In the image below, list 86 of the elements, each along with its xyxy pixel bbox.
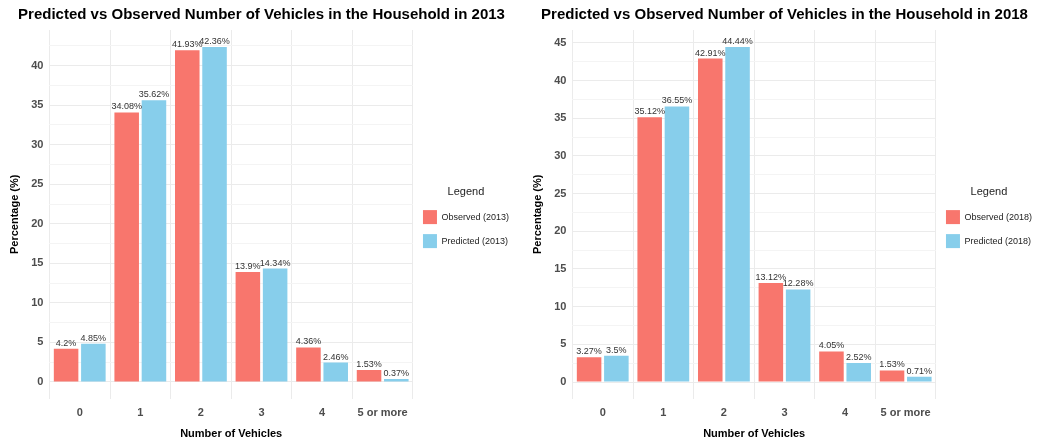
bar bbox=[907, 376, 932, 382]
data-label: 44.44% bbox=[722, 36, 753, 47]
data-label: 34.08% bbox=[111, 101, 142, 112]
data-label: 42.91% bbox=[695, 47, 726, 58]
x-tick-label: 3 bbox=[258, 406, 265, 419]
chart-title: Predicted vs Observed Number of Vehicles in the Household in 2018 bbox=[541, 5, 1028, 23]
x-tick-label: 5 or more bbox=[880, 406, 931, 419]
x-tick-label: 0 bbox=[599, 406, 606, 419]
y-tick-label: 40 bbox=[554, 73, 567, 86]
data-label: 1.53% bbox=[879, 359, 905, 370]
bar bbox=[114, 112, 139, 382]
bar bbox=[637, 117, 662, 382]
bar bbox=[664, 106, 690, 382]
y-axis-title: Percentage (%) bbox=[7, 174, 20, 255]
y-tick-label: 5 bbox=[37, 335, 44, 348]
y-tick-label: 10 bbox=[554, 299, 567, 312]
bar bbox=[725, 47, 750, 382]
bar bbox=[296, 347, 321, 382]
y-tick-label: 20 bbox=[31, 216, 44, 229]
data-label: 4.2% bbox=[55, 337, 77, 348]
x-tick-label: 1 bbox=[137, 406, 144, 419]
data-label: 2.46% bbox=[322, 351, 349, 362]
data-label: 14.34% bbox=[259, 257, 291, 268]
bar bbox=[819, 351, 844, 382]
data-label: 3.27% bbox=[576, 346, 602, 357]
data-label: 35.12% bbox=[634, 106, 665, 117]
x-tick-label: 4 bbox=[842, 406, 850, 419]
legend-label: Observed (2013) bbox=[441, 211, 510, 222]
bar bbox=[262, 268, 288, 382]
y-tick-label: 35 bbox=[31, 98, 44, 111]
x-tick-label: 3 bbox=[781, 406, 788, 419]
bar bbox=[53, 348, 79, 382]
data-label: 4.85% bbox=[80, 332, 107, 343]
x-tick-label: 4 bbox=[319, 406, 327, 419]
bar bbox=[202, 46, 227, 382]
x-tick-label: 0 bbox=[76, 406, 83, 419]
bar bbox=[846, 363, 871, 382]
x-tick-label: 2 bbox=[197, 406, 204, 419]
x-axis-title: Number of Vehicles bbox=[180, 427, 283, 440]
bar bbox=[758, 283, 784, 382]
y-axis-title: Percentage (%) bbox=[530, 174, 543, 255]
data-label: 2.52% bbox=[845, 352, 872, 363]
y-tick-label: 15 bbox=[554, 261, 567, 274]
x-tick-label: 5 or more bbox=[357, 406, 408, 419]
y-tick-label: 0 bbox=[560, 375, 567, 388]
data-label: 13.9% bbox=[235, 261, 261, 272]
legend-label: Observed (2018) bbox=[964, 211, 1033, 222]
y-tick-label: 30 bbox=[554, 148, 567, 161]
bar bbox=[175, 50, 200, 382]
bar bbox=[879, 370, 905, 382]
bar bbox=[698, 58, 723, 382]
y-tick-label: 25 bbox=[31, 177, 44, 190]
y-tick-label: 20 bbox=[554, 224, 567, 237]
legend-title: Legend bbox=[447, 185, 485, 198]
legend-title: Legend bbox=[970, 185, 1008, 198]
y-tick-label: 25 bbox=[554, 186, 567, 199]
data-label: 35.62% bbox=[138, 89, 170, 100]
legend-label: Predicted (2018) bbox=[964, 235, 1032, 246]
data-label: 0.71% bbox=[906, 365, 933, 376]
chart-title: Predicted vs Observed Number of Vehicles in the Household in 2013 bbox=[18, 5, 505, 23]
bar bbox=[356, 369, 382, 382]
legend-label: Predicted (2013) bbox=[441, 235, 509, 246]
y-tick-label: 40 bbox=[31, 58, 44, 71]
bar bbox=[604, 355, 629, 382]
bar bbox=[576, 357, 602, 382]
y-tick-label: 10 bbox=[31, 295, 44, 308]
data-label: 3.5% bbox=[606, 344, 627, 355]
data-label: 0.37% bbox=[383, 368, 410, 379]
y-tick-label: 35 bbox=[554, 111, 567, 124]
y-tick-label: 5 bbox=[560, 337, 567, 350]
data-label: 4.05% bbox=[818, 340, 845, 351]
x-axis-title: Number of Vehicles bbox=[703, 427, 806, 440]
x-tick-label: 1 bbox=[660, 406, 667, 419]
y-tick-label: 15 bbox=[31, 256, 44, 269]
bar bbox=[785, 289, 811, 382]
bar bbox=[235, 272, 261, 382]
data-label: 4.36% bbox=[295, 336, 322, 347]
bar bbox=[141, 100, 167, 382]
y-tick-label: 45 bbox=[554, 35, 567, 48]
data-label: 36.55% bbox=[661, 95, 693, 106]
x-tick-label: 2 bbox=[720, 406, 727, 419]
bar bbox=[81, 343, 106, 382]
data-label: 1.53% bbox=[356, 358, 382, 369]
y-tick-label: 30 bbox=[31, 137, 44, 150]
y-tick-label: 0 bbox=[37, 375, 44, 388]
bar bbox=[323, 362, 348, 382]
